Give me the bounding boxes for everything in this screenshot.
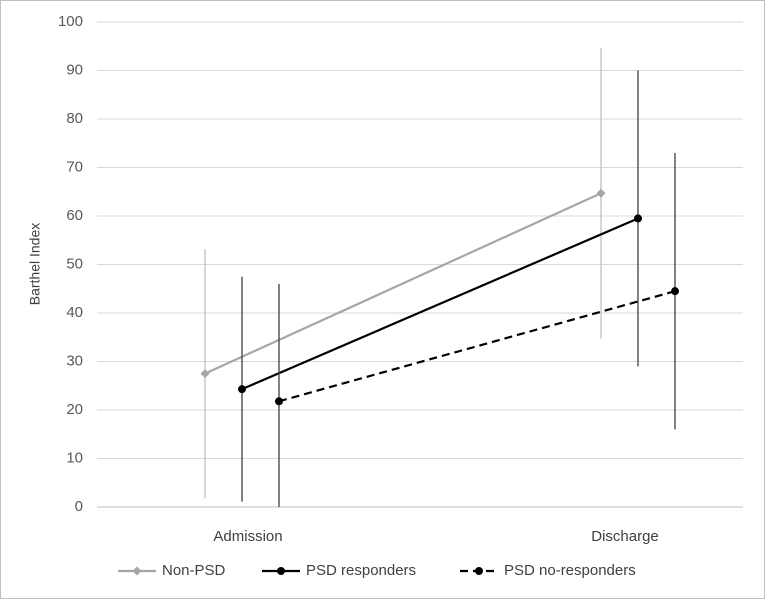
y-tick-label: 100 <box>58 13 83 30</box>
y-tick-label: 90 <box>66 61 83 78</box>
series-line <box>278 290 676 403</box>
series-line <box>204 192 602 375</box>
legend-label: Non-PSD <box>162 562 226 579</box>
y-tick-label: 50 <box>66 255 83 272</box>
marker <box>238 385 246 394</box>
legend-label: PSD responders <box>306 562 416 579</box>
marker <box>275 397 283 406</box>
y-tick-label: 60 <box>66 207 83 224</box>
y-tick-label: 70 <box>66 158 83 175</box>
marker <box>132 566 142 576</box>
plot <box>200 47 679 507</box>
y-tick-label: 10 <box>66 449 83 466</box>
marker <box>277 567 285 575</box>
x-tick-label: Admission <box>213 528 282 545</box>
y-tick-label: 40 <box>66 304 83 321</box>
series-line <box>241 217 639 391</box>
y-tick-label: 80 <box>66 110 83 127</box>
marker <box>200 369 210 379</box>
y-tick-label: 30 <box>66 352 83 369</box>
marker <box>475 567 483 575</box>
y-axis-title: Barthel Index <box>27 223 43 306</box>
marker <box>634 214 642 223</box>
y-tick-label: 20 <box>66 401 83 418</box>
y-tick-label: 0 <box>75 498 83 515</box>
marker <box>671 287 679 296</box>
legend-label: PSD no-responders <box>504 562 636 579</box>
x-tick-label: Discharge <box>591 528 659 545</box>
marker <box>596 188 606 198</box>
